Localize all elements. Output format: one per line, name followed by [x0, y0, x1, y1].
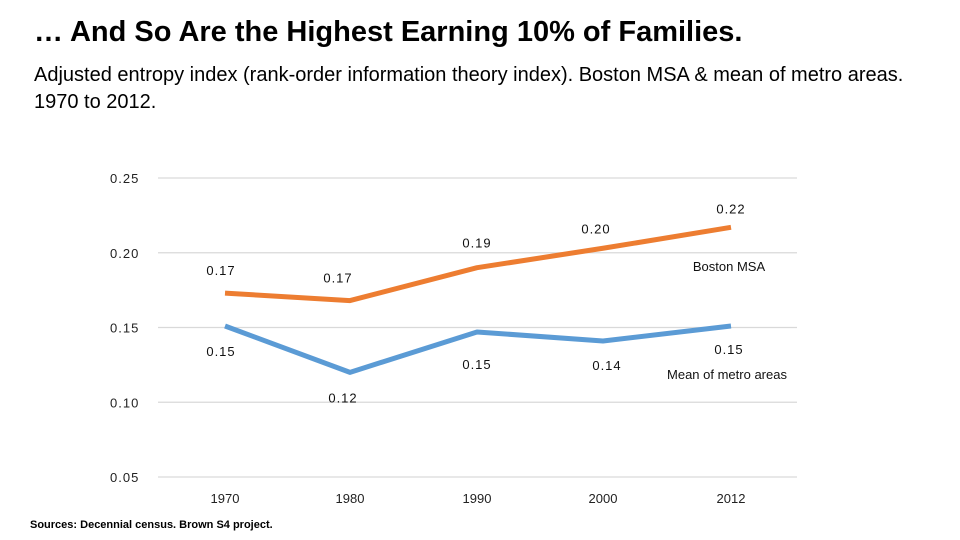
y-tick-label: 0.05: [110, 470, 139, 485]
x-tick-label: 2012: [717, 491, 746, 506]
data-label: 0.17: [206, 263, 235, 278]
data-labels: 0.17 0.17 0.19 0.20 0.22 0.15 0.12 0.15 0.14 0.15: [206, 201, 745, 405]
source-note: Sources: Decennial census. Brown S4 proj…: [30, 519, 273, 531]
boston-msa-label: Boston MSA: [693, 259, 766, 274]
x-tick-label: 1980: [336, 491, 365, 506]
data-label: 0.15: [462, 357, 491, 372]
page-title: … And So Are the Highest Earning 10% of …: [34, 16, 743, 48]
data-label: 0.22: [716, 201, 745, 216]
y-tick-label: 0.20: [110, 246, 139, 261]
metro-mean-label: Mean of metro areas: [667, 367, 787, 382]
data-label: 0.20: [581, 221, 610, 236]
chart-gridlines: [158, 177, 797, 478]
y-tick-label: 0.25: [110, 171, 139, 186]
data-label: 0.14: [592, 358, 621, 373]
data-label: 0.15: [206, 344, 235, 359]
y-tick-label: 0.10: [110, 395, 139, 410]
x-tick-label: 1970: [211, 491, 240, 506]
data-label: 0.15: [714, 342, 743, 357]
boston-msa-line: [224, 224, 732, 304]
data-label: 0.12: [328, 390, 357, 405]
data-label: 0.19: [462, 236, 491, 251]
series-lines: [224, 224, 732, 375]
series-labels: Boston MSA Mean of metro areas: [667, 259, 787, 382]
page-subtitle: Adjusted entropy index (rank-order infor…: [34, 64, 904, 113]
x-tick-label: 2000: [589, 491, 618, 506]
metro-mean-line: [224, 323, 732, 375]
y-tick-label: 0.15: [110, 321, 139, 336]
y-axis-ticks: 0.05 0.10 0.15 0.20 0.25: [110, 171, 139, 485]
x-axis-ticks: 1970 1980 1990 2000 2012: [211, 491, 746, 506]
data-label: 0.17: [323, 271, 352, 286]
x-tick-label: 1990: [463, 491, 492, 506]
